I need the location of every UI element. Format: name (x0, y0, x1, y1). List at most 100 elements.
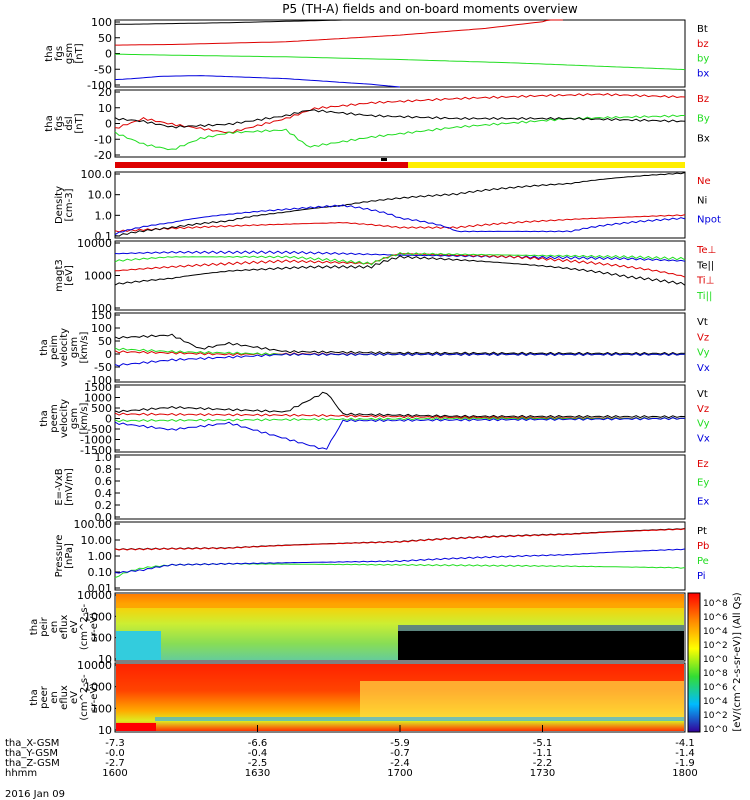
panel-frame (114, 89, 686, 158)
y-tick-label: 0.1 (95, 230, 113, 243)
y-axis-label: magt3[eV] (54, 259, 75, 292)
y-tick-label: 0.01 (88, 582, 113, 595)
y-label-line: tha (44, 115, 55, 131)
legend-ni: Ni (697, 195, 707, 206)
series-bz (115, 19, 563, 46)
y-axis-label: thafgsgsm[nT] (44, 43, 85, 64)
x-tick-label-t: 1700 (387, 768, 412, 779)
series-ni (114, 172, 686, 237)
legend-ey: Ey (697, 478, 709, 489)
x-tick-label-z: -2.7 (105, 758, 125, 769)
x-tick-label-t: 1600 (102, 768, 127, 779)
y-tick-label: 0.0 (95, 511, 113, 524)
y-tick-label: 100 (91, 322, 112, 335)
legend-bx: Bx (697, 133, 710, 144)
series-bt (114, 19, 685, 25)
y-label-line: [nPa] (64, 543, 75, 569)
y-label-line: [eV] (64, 265, 75, 286)
y-axis-label: thapeemvelocitygsm[km/s] (39, 399, 90, 438)
series-ti⊥ (114, 250, 686, 262)
panel-peir_spectrogram: thapeirenefluxeV(cm^2-s-sr-eV)1000010001… (29, 589, 686, 666)
series-pb (114, 528, 686, 551)
colorbar-scale (687, 592, 701, 733)
y-label-line: tha (39, 410, 50, 426)
y-label-line: (cm^2-s- (79, 674, 90, 721)
spectrogram-high-band (116, 594, 684, 608)
figure-title: P5 (TH-A) fields and on-board moments ov… (282, 2, 578, 16)
y-tick-label: 10 (98, 653, 112, 666)
y-tick-label: -500 (87, 423, 112, 436)
y-label-line: (cm^2-s- (79, 603, 90, 650)
y-label-line: gsm (69, 337, 80, 358)
series-ti|| (114, 252, 686, 266)
spectrogram-edge (398, 625, 684, 631)
x-tick-label-x: -4.1 (675, 738, 695, 749)
x-axis-row-label: tha_Z-GSM (5, 758, 60, 769)
y-label-line: Pressure (54, 535, 65, 578)
y-label-line: [cm-3] (64, 188, 75, 221)
legend-ne: Ne (697, 176, 711, 187)
y-label-line: gsm (69, 408, 80, 429)
y-tick-label: -50 (94, 361, 112, 374)
series-pi (114, 548, 686, 574)
y-label-line: sr-eV) (89, 612, 100, 641)
colorbar-tick: 10^2 (703, 641, 728, 651)
legend-vz: Vz (697, 332, 709, 343)
spectrogram-no-data (398, 631, 684, 660)
legend-bz: bz (697, 39, 709, 50)
series-pt (114, 527, 686, 551)
y-axis-label: thafgsdsl[nT] (44, 113, 85, 133)
y-label-line: [mV/m] (64, 468, 75, 506)
legend-by: By (697, 114, 710, 125)
mode-bar-marker (381, 158, 387, 161)
legend-bx: bx (697, 68, 709, 79)
y-label-line: tha (44, 45, 55, 61)
y-tick-label: -100 (87, 374, 112, 387)
series-vy (114, 416, 686, 423)
y-label-line: sr-eV) (89, 683, 100, 712)
colorbar-tick: 10^2 (703, 711, 728, 721)
y-tick-label: 100.0 (81, 168, 113, 181)
panel-frame (114, 592, 686, 662)
y-tick-label: 20 (98, 86, 112, 99)
y-label-line: [nT] (74, 113, 85, 133)
y-axis-label: thapeirenefluxeV(cm^2-s-sr-eV) (29, 603, 100, 650)
legend-pt: Pt (697, 526, 707, 537)
y-tick-label: 0 (105, 118, 112, 131)
y-tick-label: 0.6 (95, 475, 113, 488)
legend-vt: Vt (697, 317, 708, 328)
legend-vx: Vx (697, 363, 710, 374)
y-tick-label: 150 (91, 309, 112, 322)
series-vt (114, 333, 686, 356)
y-label-line: eflux (59, 685, 70, 710)
x-axis-labels: tha_X-GSMtha_Y-GSMtha_Z-GSMhhmm-7.3-0.0-… (5, 725, 698, 779)
y-tick-label: 0.2 (95, 499, 113, 512)
panel-pressure: Pressure[nPa] 100.00 10.00 1.00 0.10 0.01 Pt Pb… (54, 518, 709, 595)
panel-efield: E=-VxB[mV/m] 1.00.80.60.40.20.0 Ez Ey Ex (54, 451, 709, 524)
series-by (114, 114, 685, 151)
y-tick-label: 10.00 (81, 534, 113, 547)
y-tick-label: 1.0 (95, 451, 113, 464)
x-axis-row-label: tha_Y-GSM (5, 748, 58, 759)
panel-frame (114, 240, 686, 311)
series-vt (114, 391, 686, 419)
y-tick-label: 1000 (84, 270, 112, 283)
y-tick-label: 10000 (77, 237, 112, 250)
y-tick-label: 0 (105, 413, 112, 426)
series-npot (114, 204, 686, 236)
x-tick-label-x: -6.6 (248, 738, 268, 749)
y-tick-label: 10 (98, 102, 112, 115)
y-label-line: [nT] (74, 43, 85, 63)
y-axis-label: thapeerenefluxeV(cm^2-s-sr-eV) (29, 674, 100, 721)
y-axis-label: E=-VxB[mV/m] (54, 468, 75, 506)
x-tick-label-t: 1630 (245, 768, 270, 779)
legend-bz: Bz (697, 94, 709, 105)
legend-npot: Npot (697, 215, 721, 226)
panel-peim_velocity: thapeimvelocitygsm[km/s]150100500-50-100… (39, 309, 710, 387)
mode-bar-slow (115, 162, 408, 168)
series-te|| (114, 255, 686, 286)
x-tick-label-t: 1730 (530, 768, 555, 779)
colorbar-tick: 10^8 (703, 599, 728, 609)
